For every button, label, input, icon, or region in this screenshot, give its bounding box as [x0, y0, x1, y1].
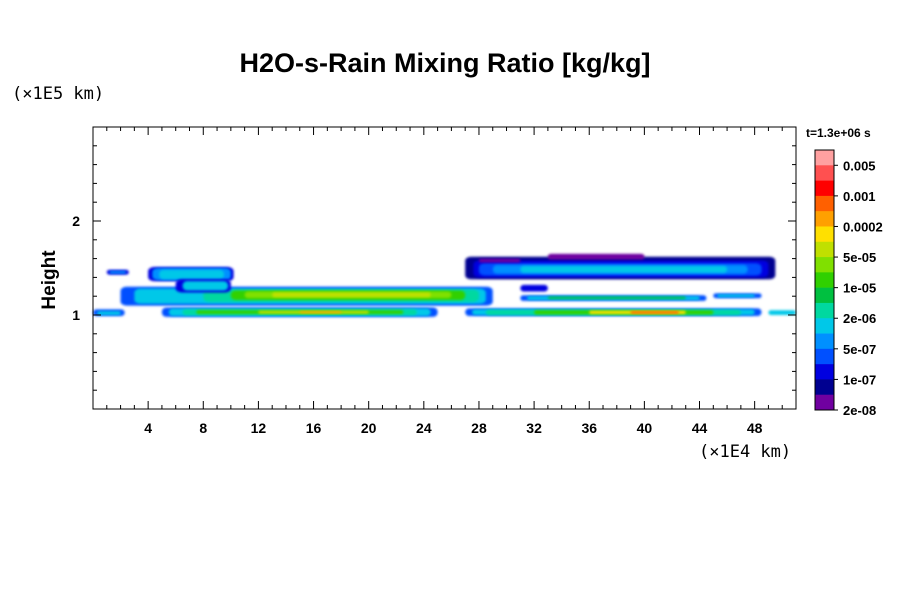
- legend-label: 1e-05: [843, 281, 876, 296]
- legend-label: 5e-07: [843, 342, 876, 357]
- heatmap-patch: [109, 270, 127, 274]
- heatmap-patch: [547, 296, 686, 300]
- legend-label: 2e-06: [843, 311, 876, 326]
- legend-swatch: [815, 180, 834, 197]
- heatmap-patch: [630, 311, 679, 314]
- x-tick-label: 40: [637, 420, 653, 436]
- heatmap-patch: [478, 258, 521, 263]
- x-tick-label: 28: [471, 420, 487, 436]
- time-label: t=1.3e+06 s: [806, 126, 871, 140]
- legend-swatch: [815, 272, 834, 288]
- x-tick-label: 4: [144, 420, 152, 436]
- heatmap-patch: [717, 294, 755, 298]
- legend-swatch: [815, 364, 834, 380]
- legend-label: 0.005: [843, 158, 876, 173]
- legend-label: 5e-05: [843, 250, 876, 265]
- heatmap-field: [93, 253, 796, 317]
- heatmap-patch: [547, 253, 645, 260]
- x-tick-label: 20: [361, 420, 377, 436]
- legend-swatch: [815, 241, 834, 258]
- legend-label: 0.001: [843, 189, 876, 204]
- y-tick-label: 2: [72, 213, 80, 229]
- legend-swatch: [815, 257, 834, 273]
- heatmap-patch: [159, 269, 224, 280]
- plot-frame: [92, 126, 797, 410]
- x-tick-label: 16: [306, 420, 322, 436]
- legend-label: 1e-07: [843, 372, 876, 387]
- color-legend: 0.005 0.001 0.0002 5e-05 1e-05 2e-06 5e-07 1e-0…: [814, 149, 883, 418]
- x-tick-label: 32: [526, 420, 542, 436]
- heatmap-patch: [520, 284, 548, 292]
- legend-swatch: [815, 195, 834, 212]
- legend-swatch: [815, 394, 834, 411]
- legend-swatch: [815, 302, 834, 319]
- heatmap-patch: [299, 311, 342, 314]
- legend-label: 0.0002: [843, 219, 883, 234]
- x-tick-label: 24: [416, 420, 432, 436]
- x-tick-label: 8: [199, 420, 207, 436]
- legend-swatch: [815, 379, 834, 396]
- heatmap-patch: [520, 266, 728, 273]
- legend-swatch: [815, 226, 834, 243]
- legend-swatch: [815, 287, 834, 304]
- heatmap-patch: [768, 310, 796, 315]
- legend-swatch: [815, 165, 834, 181]
- y-axis-unit: (×1E5 km): [12, 84, 105, 104]
- y-tick-label: 1: [72, 307, 80, 323]
- heatmap-patch: [272, 292, 431, 298]
- legend-swatch: [815, 318, 834, 334]
- x-tick-label: 36: [581, 420, 597, 436]
- legend-swatch: [815, 333, 834, 350]
- chart-title: H2O-s-Rain Mixing Ratio [kg/kg]: [239, 48, 651, 78]
- legend-swatch: [815, 348, 834, 365]
- legend-swatch: [815, 211, 834, 227]
- heatmap-patch: [182, 281, 229, 291]
- legend-label: 2e-08: [843, 403, 876, 418]
- legend-swatch: [815, 150, 834, 166]
- x-tick-label: 48: [747, 420, 763, 436]
- heatmap-patch: [97, 311, 121, 315]
- x-axis-unit: (×1E4 km): [699, 442, 792, 462]
- legend-frame: [814, 149, 835, 411]
- x-tick-label: 44: [692, 420, 708, 436]
- x-tick-label: 12: [251, 420, 267, 436]
